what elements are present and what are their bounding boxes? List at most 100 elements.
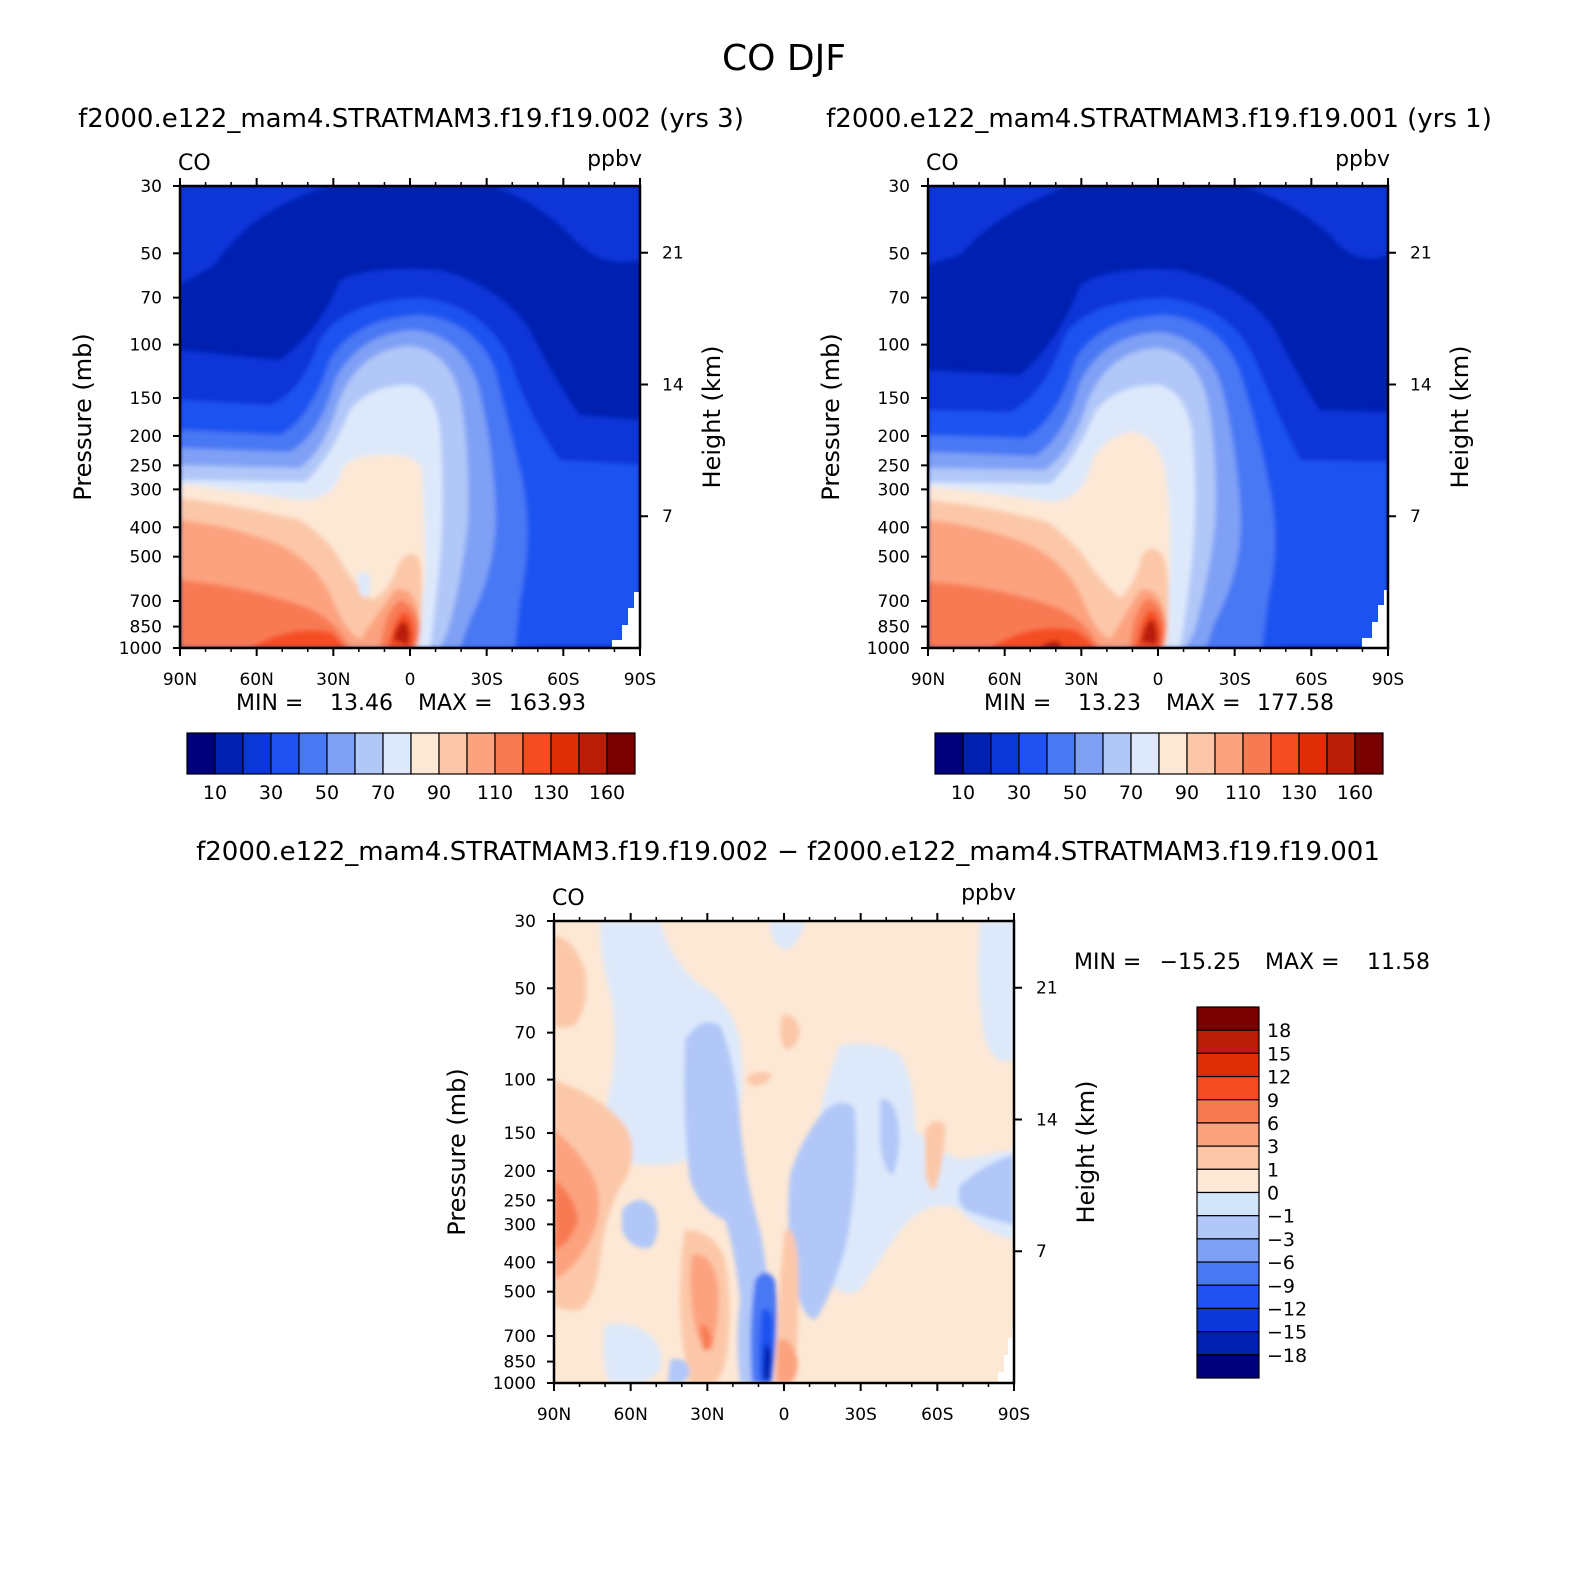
colorbar-label: 70 <box>371 782 395 804</box>
contour-fill-neg1-neg3-edge <box>958 1155 1014 1225</box>
x-tick-label: 90S <box>1372 670 1404 690</box>
colorbar-swatch <box>1102 732 1132 775</box>
y-tick-label: 250 <box>130 456 162 476</box>
y-tick-label: 500 <box>130 548 162 568</box>
x-tick-label: 0 <box>779 1405 790 1425</box>
y-tick-label: 250 <box>504 1191 536 1211</box>
colorbar-swatch <box>1270 732 1300 775</box>
contour-fill-0-neg1-bottom <box>603 1323 662 1383</box>
colorbar-swatch <box>1196 1238 1260 1263</box>
diff-max-label: MAX = <box>1265 950 1340 975</box>
colorbar-label: 30 <box>259 782 283 804</box>
colorbar-swatch <box>382 732 412 775</box>
contour-fill-upper-right <box>490 186 640 263</box>
colorbar-swatch <box>1326 732 1356 775</box>
colorbar-label: 50 <box>315 782 339 804</box>
contour-fill-surface-max <box>1040 640 1062 648</box>
colorbar-label: 9 <box>1267 1090 1279 1112</box>
contour-fill-hotspot-inner <box>393 621 410 645</box>
panel2-colorbar: 10 30 50 70 90 110 130 160 <box>934 732 1384 804</box>
colorbar-swatch <box>242 732 272 775</box>
colorbar-label: −12 <box>1267 1298 1307 1320</box>
y-tick-label: 100 <box>130 336 162 356</box>
colorbar-label: 0 <box>1267 1183 1279 1205</box>
x-tick-label: 30N <box>316 670 350 690</box>
colorbar-label: 50 <box>1063 782 1087 804</box>
colorbar-swatch <box>522 732 552 775</box>
panel2-plot: CO ppbv 30507010015020025030040050070085… <box>817 147 1474 804</box>
x-tick-label: 0 <box>1153 670 1164 690</box>
colorbar-label: 160 <box>1337 782 1373 804</box>
colorbar-swatch <box>1196 1075 1260 1101</box>
y-tick-label: 500 <box>878 548 910 568</box>
contour-fill-surface-right <box>1263 640 1388 648</box>
y-tick-label: 70 <box>514 1024 536 1044</box>
colorbar-swatch <box>1196 1145 1260 1170</box>
colorbar-label: −1 <box>1267 1206 1295 1228</box>
contour-fill-upper-left <box>928 186 1070 265</box>
x-tick-label: 30N <box>1064 670 1098 690</box>
colorbar-label: 10 <box>951 782 975 804</box>
contour-fill-3-6-mid <box>690 1254 719 1351</box>
colorbar-swatch <box>962 732 992 775</box>
right-tick-label: 21 <box>662 244 684 264</box>
panel2-y-axis-title: Pressure (mb) <box>817 333 845 500</box>
colorbar-swatch <box>1196 1191 1260 1217</box>
y-tick-label: 700 <box>130 592 162 612</box>
y-tick-label: 30 <box>514 912 536 932</box>
contour-fill-upper-right <box>1240 186 1388 259</box>
colorbar-label: 6 <box>1267 1113 1279 1135</box>
x-tick-label: 30S <box>470 670 502 690</box>
panel1-y-axis-title: Pressure (mb) <box>69 333 97 500</box>
colorbar-label: 1 <box>1267 1159 1279 1181</box>
contour-fill-0-neg1-top <box>770 921 805 950</box>
y-tick-label: 300 <box>878 480 910 500</box>
panel2-title: f2000.e122_mam4.STRATMAM3.f19.f19.001 (y… <box>826 104 1492 134</box>
y-tick-label: 150 <box>504 1124 536 1144</box>
y-tick-label: 250 <box>878 456 910 476</box>
colorbar-swatch <box>466 732 496 775</box>
x-tick-label: 90N <box>163 670 197 690</box>
colorbar-label: −15 <box>1267 1322 1307 1344</box>
diff-variable-label: CO <box>552 886 585 911</box>
right-tick-label: 14 <box>1410 375 1432 395</box>
colorbar-swatch <box>606 732 636 775</box>
colorbar-label: 15 <box>1267 1043 1291 1065</box>
colorbar-label: 90 <box>427 782 451 804</box>
colorbar-label: 3 <box>1267 1136 1279 1158</box>
diff-plot: CO ppbv 30507010015020025030040050070085… <box>443 881 1430 1425</box>
panel1-units-label: ppbv <box>587 147 642 172</box>
colorbar-swatch <box>1196 1284 1260 1310</box>
colorbar-swatch <box>990 732 1020 775</box>
colorbar-label: 160 <box>589 782 625 804</box>
colorbar-label: −3 <box>1267 1229 1295 1251</box>
colorbar-label: 110 <box>477 782 513 804</box>
panel2-units-label: ppbv <box>1335 147 1390 172</box>
colorbar-swatch <box>1196 1006 1260 1031</box>
colorbar-swatch <box>1242 732 1272 775</box>
colorbar-swatch <box>438 732 468 775</box>
x-tick-label: 60N <box>987 670 1021 690</box>
x-tick-label: 30N <box>690 1405 724 1425</box>
x-tick-label: 60N <box>613 1405 647 1425</box>
topography-mask <box>612 592 640 648</box>
panel2-variable-label: CO <box>926 151 959 176</box>
colorbar-label: 30 <box>1007 782 1031 804</box>
colorbar-swatch <box>1214 732 1244 775</box>
topography-mask <box>1362 590 1388 648</box>
colorbar-label: 110 <box>1225 782 1261 804</box>
right-tick-label: 21 <box>1410 244 1432 264</box>
y-tick-label: 1000 <box>119 639 162 659</box>
contour-fill-neg1-neg3-west <box>684 1022 770 1383</box>
colorbar-swatch <box>1196 1099 1260 1124</box>
diff-units-label: ppbv <box>961 881 1016 906</box>
y-tick-label: 1000 <box>493 1374 536 1394</box>
diff-x-ticks: 90N 60N 30N 0 30S 60S 90S <box>537 913 1030 1425</box>
x-tick-label: 0 <box>405 670 416 690</box>
colorbar-label: 130 <box>533 782 569 804</box>
contour-fill-3-6-col <box>776 1339 798 1383</box>
colorbar-swatch <box>1196 1029 1260 1054</box>
colorbar-label: 12 <box>1267 1067 1291 1089</box>
